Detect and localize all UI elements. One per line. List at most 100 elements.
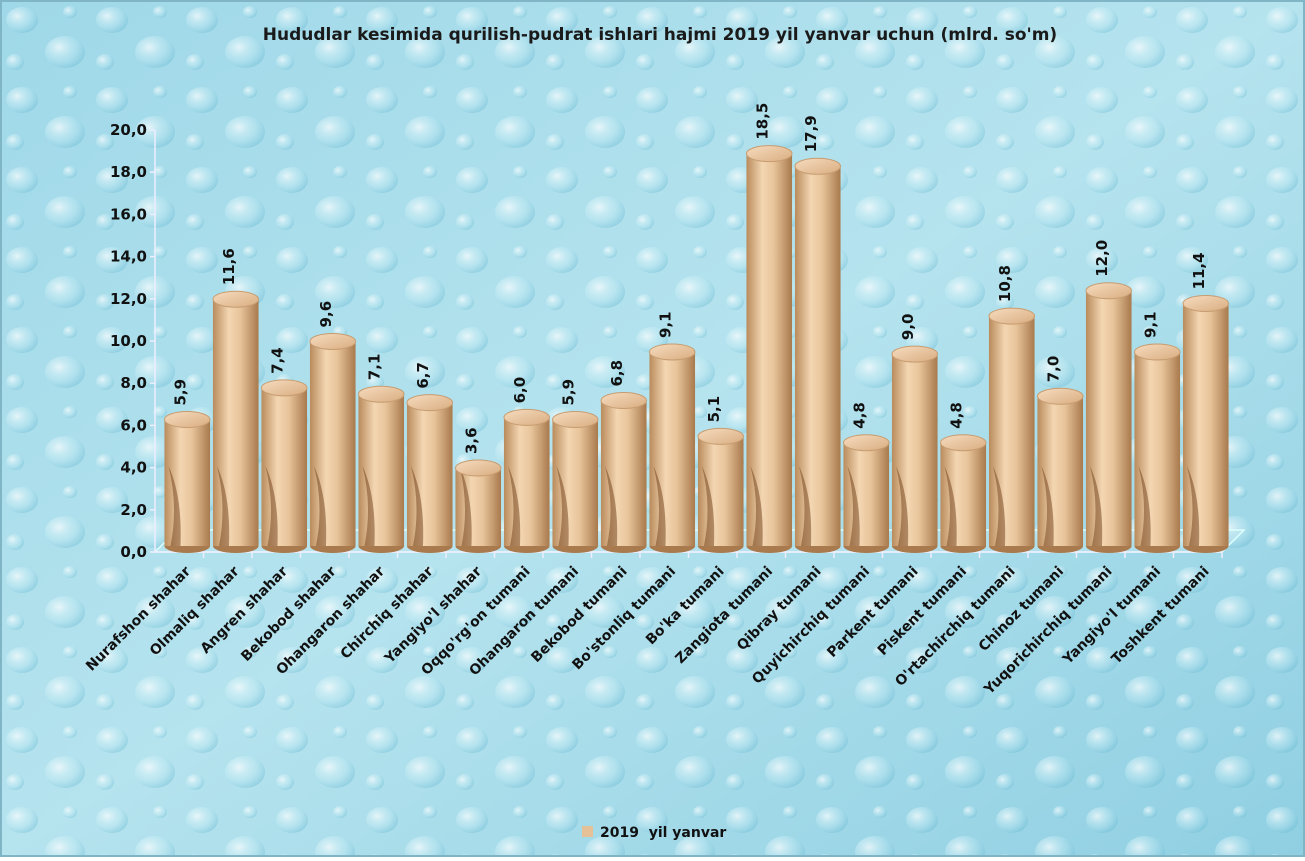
bar-streak bbox=[1041, 466, 1054, 546]
bar-streak bbox=[556, 466, 569, 546]
value-label: 5,1 bbox=[705, 396, 723, 423]
bar-top bbox=[842, 434, 890, 452]
value-label: 6,8 bbox=[608, 360, 626, 387]
bar-streak bbox=[362, 466, 375, 546]
bar-top bbox=[1182, 294, 1230, 312]
value-label: 6,7 bbox=[414, 362, 432, 389]
y-tick-label: 16,0 bbox=[110, 205, 147, 223]
value-label: 12,0 bbox=[1093, 240, 1111, 277]
value-label: 11,4 bbox=[1190, 252, 1208, 289]
bar bbox=[1134, 351, 1181, 546]
bar-top bbox=[939, 434, 987, 452]
bar-top bbox=[794, 157, 842, 175]
y-tick-label: 6,0 bbox=[120, 416, 147, 434]
value-label: 4,8 bbox=[948, 402, 966, 429]
legend-swatch bbox=[582, 826, 593, 837]
value-label: 9,1 bbox=[1142, 311, 1160, 338]
bar-top bbox=[891, 345, 939, 363]
bar bbox=[164, 419, 211, 546]
y-tick-label: 4,0 bbox=[120, 459, 147, 477]
y-tick-label: 2,0 bbox=[120, 501, 147, 519]
bar-streak bbox=[216, 466, 230, 546]
y-tick-label: 14,0 bbox=[110, 248, 147, 266]
bar-streak bbox=[604, 466, 618, 546]
bar bbox=[455, 468, 502, 546]
bar bbox=[552, 419, 599, 546]
bar-top bbox=[551, 411, 599, 429]
bar bbox=[746, 153, 793, 546]
bar-streak bbox=[1089, 466, 1103, 546]
bar-top bbox=[454, 459, 502, 477]
value-label: 5,9 bbox=[560, 379, 578, 406]
bar bbox=[697, 436, 744, 546]
value-label: 7,0 bbox=[1045, 356, 1063, 383]
y-tick-label: 0,0 bbox=[120, 543, 147, 561]
bar-top bbox=[309, 332, 357, 350]
bar bbox=[600, 400, 647, 546]
value-label: 18,5 bbox=[754, 103, 772, 140]
y-tick-label: 10,0 bbox=[110, 332, 147, 350]
bar-streak bbox=[847, 466, 860, 546]
value-label: 17,9 bbox=[802, 115, 820, 152]
y-tick-label: 12,0 bbox=[110, 290, 147, 308]
bar bbox=[406, 402, 453, 546]
bar bbox=[309, 341, 356, 546]
bar bbox=[358, 394, 405, 546]
bar-streak bbox=[701, 466, 715, 546]
bar bbox=[503, 417, 550, 546]
value-label: 7,1 bbox=[366, 354, 384, 381]
bar bbox=[1182, 303, 1229, 546]
value-label: 6,0 bbox=[511, 377, 529, 404]
y-tick-label: 20,0 bbox=[110, 121, 147, 139]
value-label: 11,6 bbox=[220, 248, 238, 285]
chart-title: Hududlar kesimida qurilish-pudrat ishlar… bbox=[263, 25, 1057, 45]
bar-streak bbox=[750, 466, 763, 546]
bar bbox=[212, 299, 259, 546]
y-tick-label: 18,0 bbox=[110, 163, 147, 181]
bar-streak bbox=[1186, 466, 1200, 546]
bar-streak bbox=[992, 466, 1006, 546]
bar-top bbox=[212, 290, 260, 308]
value-label: 5,9 bbox=[172, 379, 190, 406]
bar bbox=[988, 316, 1035, 546]
bar bbox=[649, 351, 696, 546]
value-label: 9,1 bbox=[657, 311, 675, 338]
bar-top bbox=[988, 307, 1036, 325]
bar bbox=[261, 387, 308, 546]
bar-top bbox=[1085, 282, 1133, 300]
value-label: 3,6 bbox=[463, 427, 481, 454]
bar-streak bbox=[944, 466, 957, 546]
value-label: 9,6 bbox=[317, 301, 335, 328]
value-label: 9,0 bbox=[899, 314, 917, 341]
bar-top bbox=[648, 343, 696, 361]
bar-streak bbox=[798, 466, 812, 546]
bar bbox=[1037, 396, 1084, 546]
bar-top bbox=[163, 411, 211, 429]
bar bbox=[794, 166, 841, 546]
bar-streak bbox=[410, 466, 424, 546]
bar-top bbox=[503, 408, 551, 426]
bar-streak bbox=[459, 466, 472, 546]
bar-top bbox=[600, 392, 648, 410]
bar-top bbox=[1036, 387, 1084, 405]
bar-top bbox=[1133, 343, 1181, 361]
bar-top bbox=[357, 385, 405, 403]
legend-label: 2019 yil yanvar bbox=[600, 825, 726, 841]
bar-top bbox=[697, 427, 745, 445]
bar-streak bbox=[653, 466, 666, 546]
bar-streak bbox=[168, 466, 181, 546]
bar-streak bbox=[313, 466, 327, 546]
value-label: 4,8 bbox=[851, 402, 869, 429]
y-tick-label: 8,0 bbox=[120, 374, 147, 392]
bar-top bbox=[260, 379, 308, 397]
bar bbox=[891, 354, 938, 546]
bar-top bbox=[406, 394, 454, 412]
bar-streak bbox=[895, 466, 909, 546]
bar-streak bbox=[265, 466, 278, 546]
bar-top bbox=[745, 145, 793, 163]
bar bbox=[843, 442, 890, 546]
bar bbox=[1085, 290, 1132, 546]
legend: 2019 yil yanvar bbox=[582, 825, 726, 841]
